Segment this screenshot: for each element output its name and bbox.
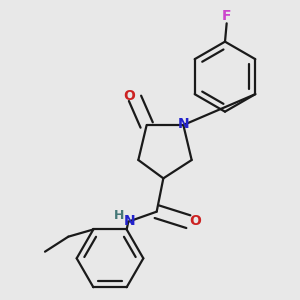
Text: N: N <box>124 214 136 228</box>
Text: H: H <box>114 209 124 222</box>
Text: N: N <box>178 117 189 131</box>
Text: O: O <box>123 89 135 103</box>
Text: O: O <box>190 214 202 228</box>
Text: F: F <box>222 9 231 23</box>
